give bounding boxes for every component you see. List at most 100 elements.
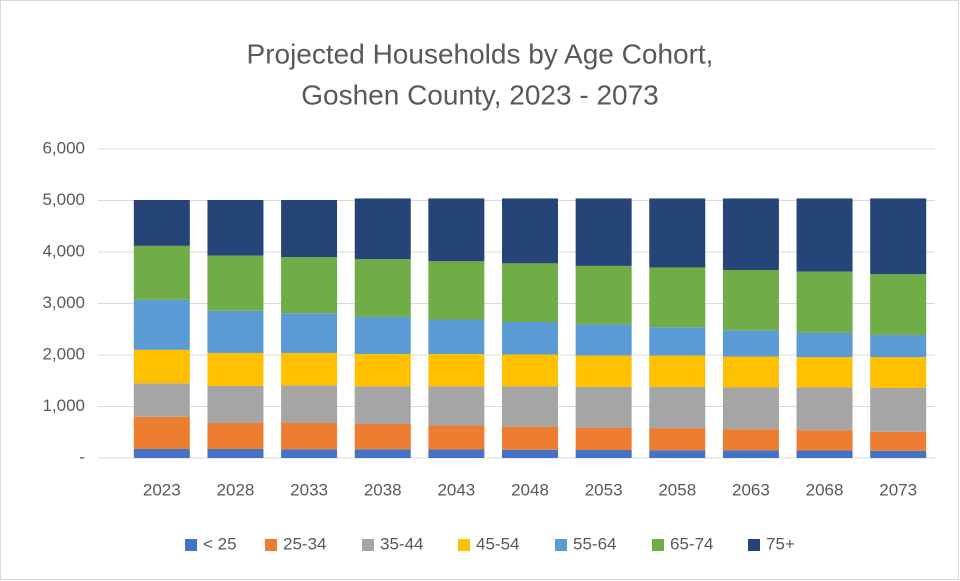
bar-segment xyxy=(428,353,485,387)
bar-segment xyxy=(649,327,706,356)
legend-label: 65-74 xyxy=(670,534,713,553)
x-tick-label: 2058 xyxy=(658,480,696,499)
bar-segment xyxy=(649,355,706,387)
y-tick-label: 5,000 xyxy=(42,190,85,209)
bar-segment xyxy=(575,386,632,428)
legend-swatch xyxy=(265,539,277,551)
bar-segment xyxy=(428,261,485,320)
legend-swatch xyxy=(185,539,197,551)
bar-segment xyxy=(649,267,706,328)
bar-segment xyxy=(133,245,190,300)
bar-segment xyxy=(502,322,558,355)
legend-label: 55-64 xyxy=(573,534,616,553)
bar-segment xyxy=(722,330,779,357)
bar-segment xyxy=(354,316,411,354)
bar-segment xyxy=(870,450,927,458)
bar-segment xyxy=(649,450,706,458)
legend-label: 25-34 xyxy=(283,534,326,553)
y-tick-label: 6,000 xyxy=(42,138,85,157)
x-tick-label: 2043 xyxy=(437,480,475,499)
bar-segment xyxy=(502,263,558,323)
bar-segment xyxy=(796,430,853,451)
y-tick-label: 2,000 xyxy=(42,344,85,363)
bar-segment xyxy=(722,270,779,331)
bar-segment xyxy=(722,198,779,271)
bar-segment xyxy=(354,353,411,387)
bar-segment xyxy=(796,198,853,272)
bar-segment xyxy=(354,386,411,425)
bar-segment xyxy=(870,431,927,451)
bar-segment xyxy=(649,386,706,429)
legend-label: < 25 xyxy=(203,534,237,553)
bar-segment xyxy=(870,334,927,358)
bar-segment xyxy=(649,428,706,451)
legend-swatch xyxy=(362,539,374,551)
bar-segment xyxy=(133,416,190,449)
bar-segment xyxy=(575,265,632,325)
chart-title: Goshen County, 2023 - 2073 xyxy=(301,79,659,110)
bar-segment xyxy=(870,274,927,335)
x-tick-label: 2073 xyxy=(879,480,917,499)
legend-swatch xyxy=(555,539,567,551)
bar-segment xyxy=(502,426,558,450)
bar-segment xyxy=(207,448,264,458)
y-tick-label: - xyxy=(79,447,85,466)
y-tick-label: 1,000 xyxy=(42,396,85,415)
bar-segment xyxy=(722,429,779,451)
chart-title: Projected Households by Age Cohort, xyxy=(247,38,714,69)
bar-segment xyxy=(133,349,190,384)
bar-segment xyxy=(207,255,264,311)
bar-segment xyxy=(133,448,190,458)
bar-segment xyxy=(207,422,264,449)
bar-segment xyxy=(796,450,853,458)
bar-segment xyxy=(207,385,264,423)
bar-segment xyxy=(428,386,485,426)
bar-segment xyxy=(428,449,485,458)
bar-segment xyxy=(722,387,779,430)
bar-segment xyxy=(649,198,706,268)
x-tick-label: 2063 xyxy=(732,480,770,499)
bar-segment xyxy=(133,383,190,417)
bar-segment xyxy=(428,319,485,354)
x-tick-label: 2023 xyxy=(143,480,181,499)
legend-swatch xyxy=(458,539,470,551)
bar-segment xyxy=(502,449,558,458)
y-tick-label: 4,000 xyxy=(42,241,85,260)
x-tick-label: 2033 xyxy=(290,480,328,499)
bar-segment xyxy=(281,352,338,386)
bar-segment xyxy=(354,259,411,317)
bar-segment xyxy=(575,198,632,266)
bar-segment xyxy=(281,449,338,458)
bar-segment xyxy=(575,450,632,458)
bar-segment xyxy=(575,324,632,356)
y-tick-label: 3,000 xyxy=(42,293,85,312)
legend-label: 35-44 xyxy=(380,534,423,553)
bar-segment xyxy=(796,271,853,333)
bar-segment xyxy=(722,450,779,458)
x-tick-label: 2038 xyxy=(364,480,402,499)
bar-segment xyxy=(281,422,338,450)
bar-segment xyxy=(502,354,558,387)
bar-segment xyxy=(281,385,338,423)
x-tick-label: 2048 xyxy=(511,480,549,499)
x-tick-label: 2068 xyxy=(806,480,844,499)
bar-segment xyxy=(796,357,853,388)
bar-segment xyxy=(502,198,558,264)
bar-segment xyxy=(207,310,264,353)
bar-segment xyxy=(575,355,632,387)
bar-segment xyxy=(722,356,779,388)
bar-segment xyxy=(502,386,558,427)
x-tick-label: 2028 xyxy=(217,480,255,499)
bar-segment xyxy=(354,449,411,458)
bar-segment xyxy=(133,199,190,246)
legend-label: 75+ xyxy=(766,534,795,553)
bar-segment xyxy=(428,198,485,262)
bar-segment xyxy=(207,352,264,386)
bar-segment xyxy=(796,387,853,431)
bar-segment xyxy=(428,425,485,450)
bar-segment xyxy=(281,313,338,353)
bar-segment xyxy=(796,332,853,358)
bar-segment xyxy=(575,427,632,451)
bar-segment xyxy=(870,198,927,275)
